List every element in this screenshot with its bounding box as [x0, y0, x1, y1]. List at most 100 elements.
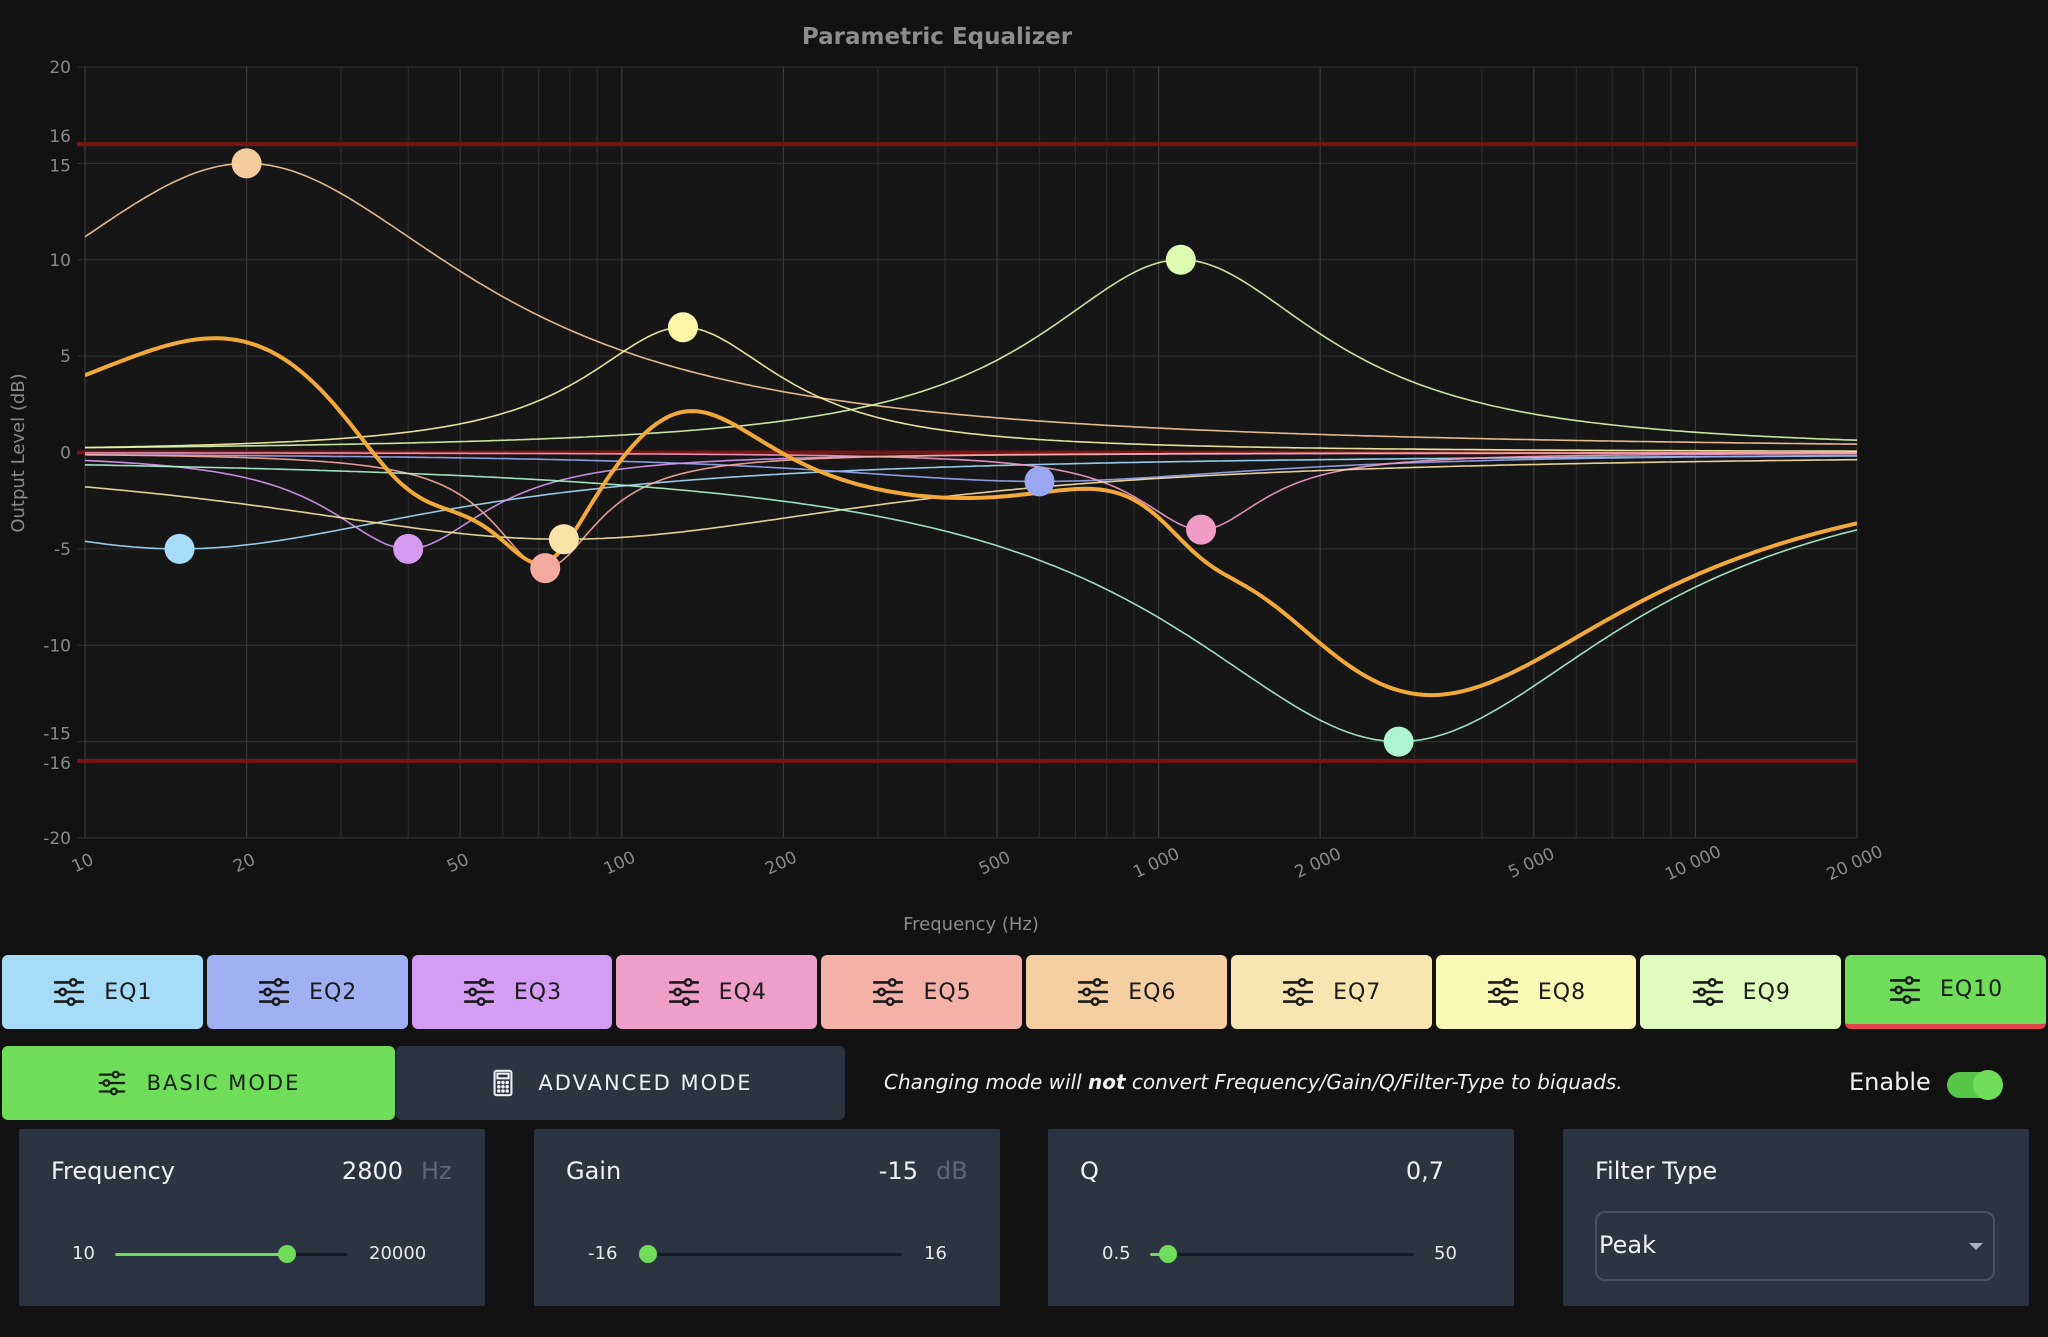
- filter-type-panel: Filter Type Peak: [1563, 1129, 2029, 1306]
- y-tick-label: 10: [49, 251, 71, 271]
- band-curve-eq1: [85, 455, 1857, 550]
- frequency-panel: Frequency 2800 Hz 10 20000: [19, 1129, 485, 1306]
- sliders-icon: [1487, 977, 1518, 1007]
- filter-type-label: Filter Type: [1595, 1157, 1718, 1185]
- tab-eq8[interactable]: EQ8: [1435, 955, 1637, 1029]
- frequency-slider[interactable]: [115, 1245, 347, 1263]
- frequency-min: 10: [72, 1243, 95, 1264]
- q-label: Q: [1080, 1157, 1099, 1185]
- tab-eq5[interactable]: EQ5: [821, 955, 1022, 1029]
- gain-max: 16: [924, 1243, 947, 1264]
- band-handle-eq1[interactable]: [164, 533, 195, 564]
- band-curve-eq9: [85, 259, 1857, 449]
- gain-value[interactable]: -15: [878, 1157, 918, 1185]
- enable-label: Enable: [1849, 1068, 1931, 1096]
- calculator-icon: [493, 1069, 513, 1097]
- sliders-icon: [668, 977, 699, 1007]
- tab-eq1[interactable]: EQ1: [2, 955, 203, 1029]
- y-tick-label: -15: [43, 725, 71, 745]
- sliders-icon: [463, 977, 494, 1007]
- combined-response-curve: [85, 336, 1857, 698]
- band-handle-eq7[interactable]: [548, 524, 579, 555]
- band-handle-eq9[interactable]: [1165, 244, 1196, 275]
- tab-eq9[interactable]: EQ9: [1640, 955, 1842, 1029]
- gain-label: Gain: [566, 1157, 622, 1185]
- x-axis-label: Frequency (Hz): [903, 914, 1039, 935]
- frequency-slider-handle[interactable]: [277, 1245, 296, 1263]
- frequency-slider-fill: [115, 1253, 287, 1256]
- q-slider-fill: [1150, 1253, 1169, 1256]
- filter-type-select[interactable]: Peak: [1595, 1211, 1995, 1281]
- frequency-value[interactable]: 2800: [341, 1157, 403, 1185]
- band-handle-eq8[interactable]: [667, 312, 698, 343]
- y-tick-label: -16: [43, 754, 71, 774]
- tab-label: EQ8: [1537, 979, 1587, 1005]
- sliders-icon: [258, 977, 290, 1007]
- band-handle-eq2[interactable]: [1024, 466, 1055, 497]
- tab-eq2[interactable]: EQ2: [206, 955, 408, 1029]
- frequency-max: 20000: [369, 1243, 427, 1264]
- mode-change-note: Changing mode will not convert Frequency…: [884, 1070, 1623, 1094]
- tab-label: EQ3: [513, 979, 563, 1005]
- band-curve-eq2: [85, 453, 1857, 483]
- tab-eq7[interactable]: EQ7: [1230, 955, 1432, 1029]
- sliders-icon: [1078, 977, 1109, 1007]
- chevron-down-icon: [1969, 1243, 1983, 1250]
- tab-label: EQ10: [1939, 977, 2004, 1002]
- tab-eq4[interactable]: EQ4: [616, 955, 818, 1029]
- tab-label: EQ1: [104, 979, 153, 1005]
- toggle-knob: [1973, 1070, 2003, 1100]
- gain-slider-handle[interactable]: [638, 1245, 657, 1263]
- sliders-icon: [1889, 975, 1921, 1004]
- gain-slider[interactable]: [638, 1245, 902, 1263]
- gain-unit: dB: [936, 1157, 968, 1185]
- tab-label: EQ5: [923, 979, 972, 1005]
- frequency-label: Frequency: [51, 1157, 175, 1185]
- advanced-mode-label: ADVANCED MODE: [538, 1071, 753, 1095]
- q-max: 50: [1434, 1243, 1457, 1264]
- band-curve-eq7: [85, 458, 1857, 540]
- band-curve-eq10: [85, 464, 1857, 743]
- y-tick-label: 20: [49, 58, 71, 78]
- y-tick-label: 15: [49, 156, 71, 176]
- tab-eq3[interactable]: EQ3: [411, 955, 613, 1029]
- gain-panel: Gain -15 dB -16 16: [534, 1129, 1000, 1306]
- filter-type-value: Peak: [1599, 1231, 1656, 1259]
- band-handle-eq5[interactable]: [530, 553, 561, 584]
- tab-label: EQ9: [1742, 979, 1791, 1005]
- sliders-icon: [54, 977, 85, 1007]
- basic-mode-label: BASIC MODE: [146, 1071, 301, 1095]
- y-tick-label: -20: [43, 829, 71, 849]
- band-curve-eq8: [85, 326, 1857, 452]
- equalizer-chart: -20 -16 -15 -10 -5 0 5 10 15 16 20 10 20 50 100 200 500 1…: [8, 24, 1887, 935]
- y-axis-label: Output Level (dB): [8, 373, 29, 532]
- q-slider[interactable]: [1150, 1245, 1414, 1263]
- band-handle-eq6[interactable]: [231, 148, 262, 179]
- advanced-mode-button[interactable]: ADVANCED MODE: [396, 1046, 845, 1120]
- frequency-unit: Hz: [421, 1157, 452, 1185]
- q-value[interactable]: 0,7: [1405, 1157, 1444, 1185]
- basic-mode-button[interactable]: BASIC MODE: [2, 1046, 395, 1120]
- enable-toggle[interactable]: [1947, 1070, 2003, 1100]
- gain-min: -16: [588, 1243, 618, 1264]
- y-tick-label: 16: [49, 127, 71, 147]
- sliders-icon: [98, 1070, 125, 1096]
- band-handle-eq10[interactable]: [1383, 726, 1414, 757]
- band-handle-eq4[interactable]: [1186, 514, 1217, 545]
- q-slider-handle[interactable]: [1159, 1245, 1178, 1263]
- y-tick-label: 5: [60, 347, 71, 367]
- band-handle-eq3[interactable]: [393, 533, 424, 564]
- tab-eq6[interactable]: EQ6: [1026, 955, 1227, 1029]
- band-curve-eq6: [85, 162, 1857, 445]
- sliders-icon: [1282, 977, 1314, 1007]
- sliders-icon: [873, 977, 904, 1007]
- tab-label: EQ6: [1128, 979, 1177, 1005]
- chart-title: Parametric Equalizer: [802, 24, 1073, 50]
- q-min: 0.5: [1102, 1243, 1131, 1264]
- eq-band-tabs: EQ1 EQ2 EQ3 EQ4 EQ5 EQ6 EQ7 EQ8 EQ9 EQ10: [0, 955, 2048, 1031]
- y-tick-label: -10: [43, 636, 71, 656]
- tab-eq10[interactable]: EQ10: [1845, 955, 2046, 1029]
- q-panel: Q 0,7 0.5 50: [1048, 1129, 1514, 1306]
- sliders-icon: [1692, 977, 1723, 1007]
